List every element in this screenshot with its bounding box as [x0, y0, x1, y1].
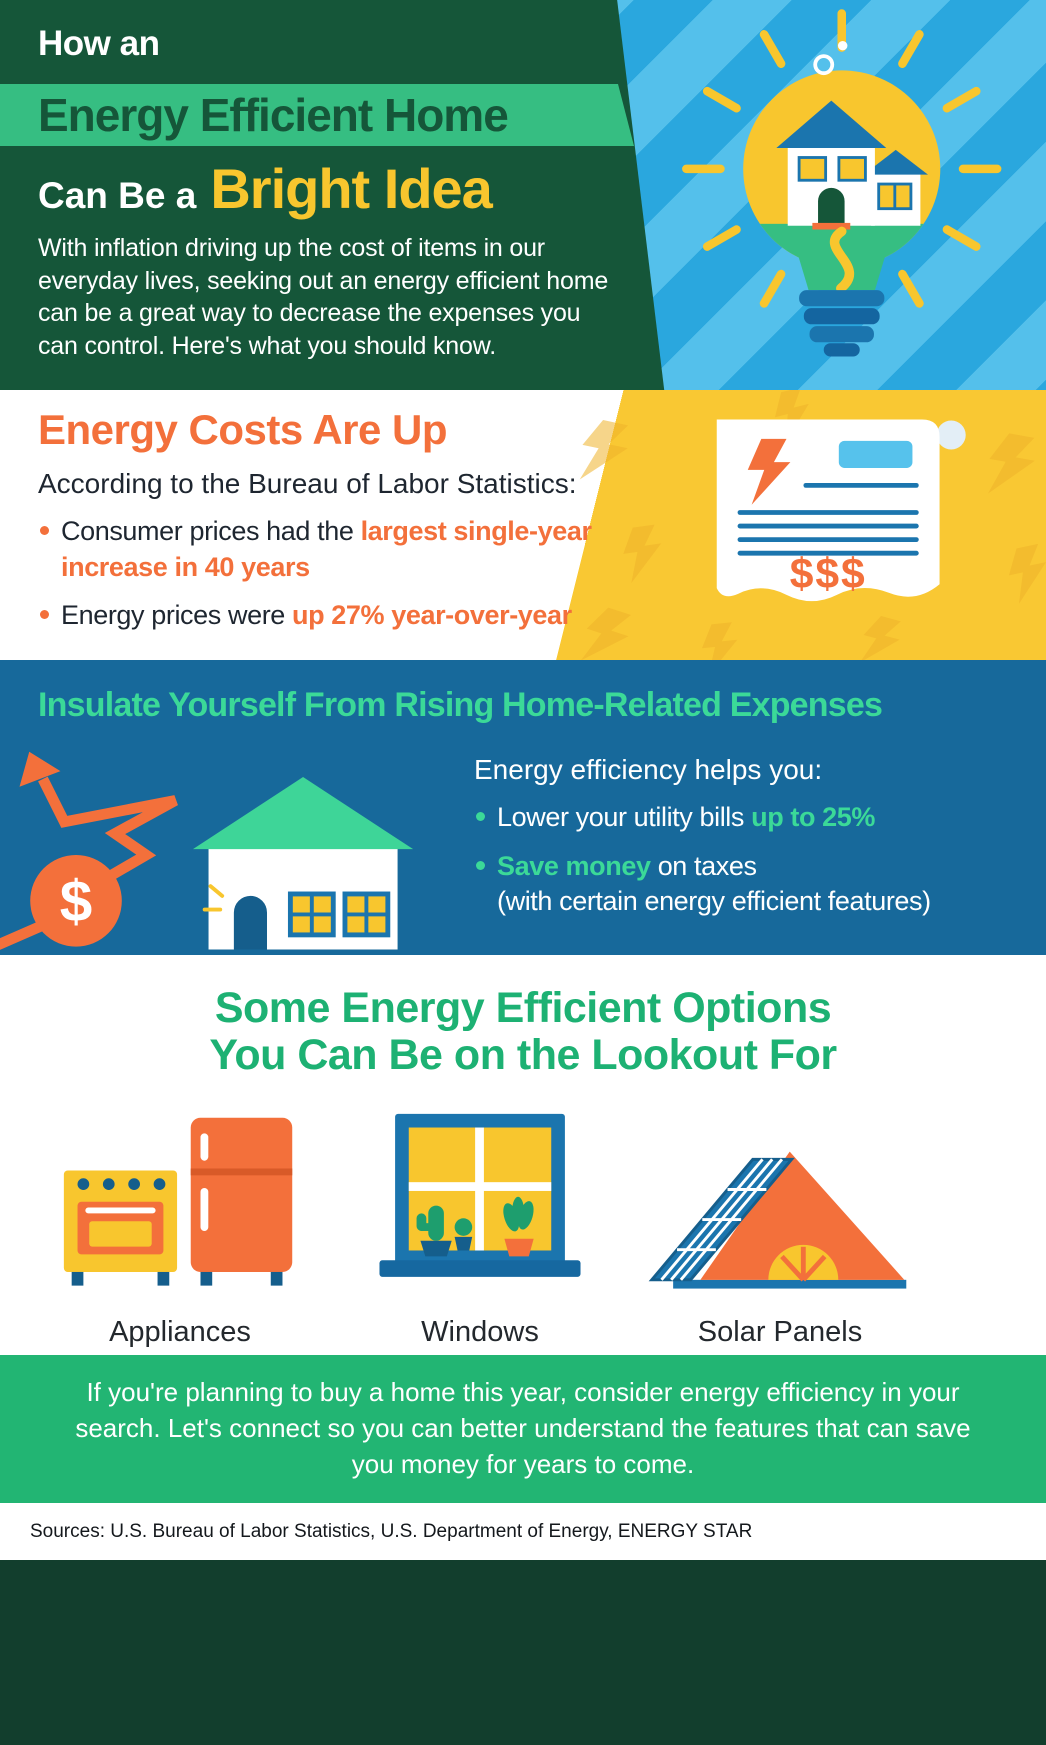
option-windows: Windows — [340, 1104, 620, 1349]
bullet-text-highlight: up to 25% — [751, 802, 876, 832]
energy-costs-bullets: Consumer prices had the largest single-y… — [38, 514, 603, 634]
hero-title-banner: Energy Efficient Home — [0, 84, 634, 146]
rising-arrow-icon — [38, 776, 178, 901]
bullet-text-post: on taxes — [650, 850, 757, 881]
options-title-line2: You Can Be on the Lookout For — [209, 1031, 837, 1080]
hero-subtitle-prefix: Can Be a — [38, 175, 197, 216]
bullet-note: (with certain energy efficient features) — [497, 886, 931, 917]
option-appliances: Appliances — [40, 1104, 320, 1349]
windows-iconbox — [358, 1104, 602, 1304]
lightbulb-house-illustration — [682, 9, 1002, 357]
energy-costs-content: Energy Costs Are Up According to the Bur… — [38, 406, 603, 634]
lightning-bolt-icon — [747, 438, 791, 505]
options-title: Some Energy Efficient Options You Can Be… — [0, 955, 1046, 1080]
cost-bullet-2: Energy prices were up 27% year-over-year — [38, 598, 603, 634]
bullet-text: Consumer prices had the largest single-y… — [61, 514, 603, 585]
sources-bar: Sources: U.S. Bureau of Labor Statistics… — [0, 1503, 1046, 1560]
windows-label: Windows — [421, 1315, 539, 1348]
hero-title: Energy Efficient Home — [38, 89, 508, 141]
insulate-bullets: Lower your utility bills up to 25% Save … — [474, 800, 1034, 920]
hero-paragraph: With inflation driving up the cost of it… — [38, 234, 609, 360]
dollar-coin-icon: $ — [30, 854, 122, 947]
energy-costs-subtitle: According to the Bureau of Labor Statist… — [38, 468, 577, 499]
hero-subtitle-highlight: Bright Idea — [210, 157, 492, 220]
bullet-dot-icon — [40, 610, 49, 620]
bullet-text: Save money on taxes (with certain energy … — [497, 849, 931, 920]
energy-bill-illustration: $$$ — [716, 419, 966, 602]
bullet-dot-icon — [476, 860, 485, 870]
solar-panels-label: Solar Panels — [697, 1315, 863, 1348]
hero-green-panel — [0, 0, 665, 390]
bill-amount: $$$ — [790, 550, 867, 598]
energy-costs-title: Energy Costs Are Up — [38, 406, 448, 453]
bullet-dot-icon — [476, 812, 485, 821]
insulate-intro: Energy efficiency helps you: — [474, 754, 823, 785]
bullet-text-highlight: largest single-year increase in 40 years — [61, 516, 592, 582]
insulate-content: Energy efficiency helps you: Lower your … — [474, 754, 1034, 920]
insulate-section: Insulate Yourself From Rising Home-Relat… — [0, 660, 1046, 955]
sources-text: Sources: U.S. Bureau of Labor Statistics… — [30, 1520, 753, 1542]
house-in-bulb-icon — [776, 100, 928, 230]
bullet-text-plain: Lower your utility bills — [497, 802, 752, 832]
solar-panels-iconbox — [644, 1104, 916, 1304]
energy-costs-section: $$$ Energy Costs Are Up According to the… — [0, 390, 1046, 660]
appliances-iconbox — [58, 1104, 302, 1304]
house-savings-illustration: $ — [0, 751, 414, 950]
bullet-text-highlight: Save money — [497, 850, 651, 881]
plants-icon — [416, 1197, 534, 1257]
bullet-text-highlight: up 27% year-over-year — [292, 600, 572, 631]
coin-symbol: $ — [60, 869, 93, 934]
bulb-base-icon — [799, 290, 885, 357]
bullet-text: Energy prices were up 27% year-over-year — [61, 598, 572, 634]
hero-section: How an Energy Efficient Home Can Be a Br… — [0, 0, 1046, 390]
sun-rays-icon — [682, 9, 1002, 308]
sparkle-bubbles-icon — [813, 40, 848, 76]
options-section: Some Energy Efficient Options You Can Be… — [0, 955, 1046, 1355]
options-title-line1: Some Energy Efficient Options — [214, 984, 832, 1032]
house-icon — [192, 777, 414, 950]
bullet-dot-icon — [40, 526, 49, 535]
appliances-icon — [63, 1118, 293, 1287]
cta-text: If you're planning to buy a home this ye… — [75, 1377, 971, 1479]
cost-bullet-1: Consumer prices had the largest single-y… — [38, 514, 603, 585]
windows-icon — [379, 1114, 581, 1278]
appliances-label: Appliances — [109, 1315, 251, 1348]
cta-section: If you're planning to buy a home this ye… — [0, 1355, 1046, 1503]
option-solar-panels: Solar Panels — [640, 1104, 920, 1349]
solar-panels-icon — [648, 1152, 907, 1290]
insulate-bullet-1: Lower your utility bills up to 25% — [474, 800, 1034, 836]
bulb-cord-icon — [830, 226, 855, 294]
bullet-text-plain: Consumer prices had the — [61, 516, 361, 546]
hero-subtitle: Can Be a Bright Idea — [38, 156, 493, 221]
arrowhead-icon — [19, 751, 61, 787]
insulate-bullet-2: Save money on taxes (with certain energy … — [474, 849, 1034, 920]
hero-kicker: How an — [38, 24, 160, 63]
footer-bar — [0, 1560, 1046, 1745]
bullet-text-plain: Energy prices were — [61, 600, 292, 631]
options-row: Appliances — [40, 1104, 920, 1349]
insulate-title: Insulate Yourself From Rising Home-Relat… — [38, 686, 883, 724]
bullet-text: Lower your utility bills up to 25% — [497, 800, 875, 836]
